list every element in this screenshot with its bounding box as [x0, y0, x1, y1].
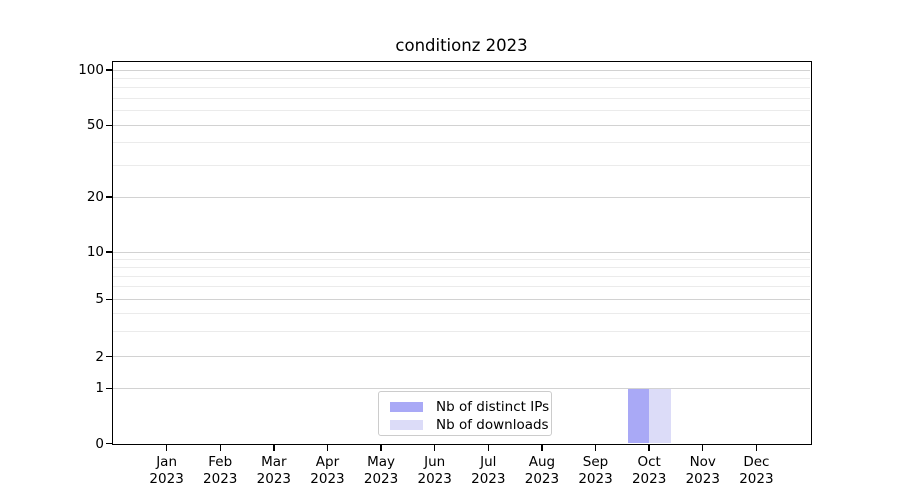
y-axis-tick: [106, 387, 113, 389]
chart-title: conditionz 2023: [395, 36, 528, 55]
x-axis-tick: [165, 444, 168, 451]
y-axis-tick-label: 10: [86, 244, 104, 260]
y-axis-tick-label: 5: [95, 291, 104, 308]
x-axis-tick: [273, 444, 275, 451]
y-axis-tick: [106, 196, 113, 198]
gridline-major: [113, 69, 810, 71]
x-axis-tick-label: Sep 2023: [578, 454, 613, 487]
x-axis-tick-label: Oct 2023: [631, 454, 667, 487]
legend-swatch-downloads: [390, 420, 423, 430]
x-axis-tick-label: Aug 2023: [524, 454, 560, 487]
gridline-major: [113, 356, 810, 358]
plot-frame: [111, 60, 812, 445]
x-axis-tick: [541, 444, 543, 451]
gridline-minor: [113, 275, 810, 277]
x-axis-tick: [326, 444, 329, 451]
y-axis-tick: [106, 124, 113, 126]
x-axis-tick-label: Dec 2023: [739, 454, 774, 487]
gridline-minor: [113, 312, 810, 314]
x-axis-tick-label: Jun 2023: [417, 454, 452, 487]
legend-item-distinct-ips: Nb of distinct IPs: [390, 399, 551, 415]
gridline-minor: [113, 87, 810, 89]
x-axis-tick: [219, 444, 221, 451]
bar-downloads-oct: [649, 388, 671, 444]
x-axis-tick-label: Mar 2023: [256, 454, 292, 487]
x-axis-tick: [648, 444, 650, 451]
legend-swatch-distinct-ips: [390, 402, 423, 412]
y-axis-tick: [106, 69, 113, 71]
y-axis-tick-label: 0: [95, 435, 104, 452]
x-axis-tick-label: Nov 2023: [685, 454, 720, 487]
gridline-minor: [113, 77, 810, 79]
x-axis-tick-label: Jul 2023: [471, 454, 506, 487]
x-axis-tick: [380, 444, 382, 451]
gridline-minor: [113, 330, 810, 332]
gridline-major: [113, 298, 810, 300]
legend: Nb of distinct IPs Nb of downloads: [378, 391, 552, 436]
y-axis-tick-label: 100: [78, 62, 104, 78]
x-axis-tick-label: Jan 2023: [149, 454, 184, 487]
gridline-minor: [113, 286, 810, 288]
gridline-minor: [113, 164, 810, 166]
x-axis-tick-label: Feb 2023: [203, 454, 238, 487]
y-axis-tick: [106, 298, 113, 300]
gridline-major: [113, 196, 810, 198]
y-axis-tick: [106, 356, 113, 358]
gridline-minor: [113, 142, 810, 144]
gridline-minor: [113, 110, 810, 112]
x-axis-tick-label: May 2023: [363, 454, 399, 487]
y-axis-tick-label: 1: [95, 380, 104, 397]
y-axis-tick: [106, 251, 113, 253]
x-axis-tick: [487, 444, 489, 451]
gridline-minor: [113, 266, 810, 268]
legend-label-downloads: Nb of downloads: [436, 417, 549, 433]
gridline-minor: [113, 97, 810, 99]
gridline-minor: [113, 258, 810, 260]
bar-distinct-ips-oct: [627, 388, 650, 444]
gridline-major: [113, 124, 810, 126]
y-axis-tick-label: 50: [86, 117, 104, 134]
x-axis-tick: [755, 444, 758, 451]
x-axis-tick: [433, 444, 436, 451]
legend-label-distinct-ips: Nb of distinct IPs: [436, 399, 550, 415]
y-axis-tick-label: 20: [86, 189, 104, 205]
gridline-major: [113, 387, 810, 389]
gridline-major: [113, 251, 810, 253]
x-axis-tick: [702, 444, 704, 451]
x-axis-tick-label: Apr 2023: [310, 454, 345, 487]
y-axis-tick-label: 2: [95, 348, 104, 365]
y-axis-tick: [106, 442, 113, 445]
legend-item-downloads: Nb of downloads: [390, 417, 551, 433]
x-axis-tick: [594, 444, 597, 451]
